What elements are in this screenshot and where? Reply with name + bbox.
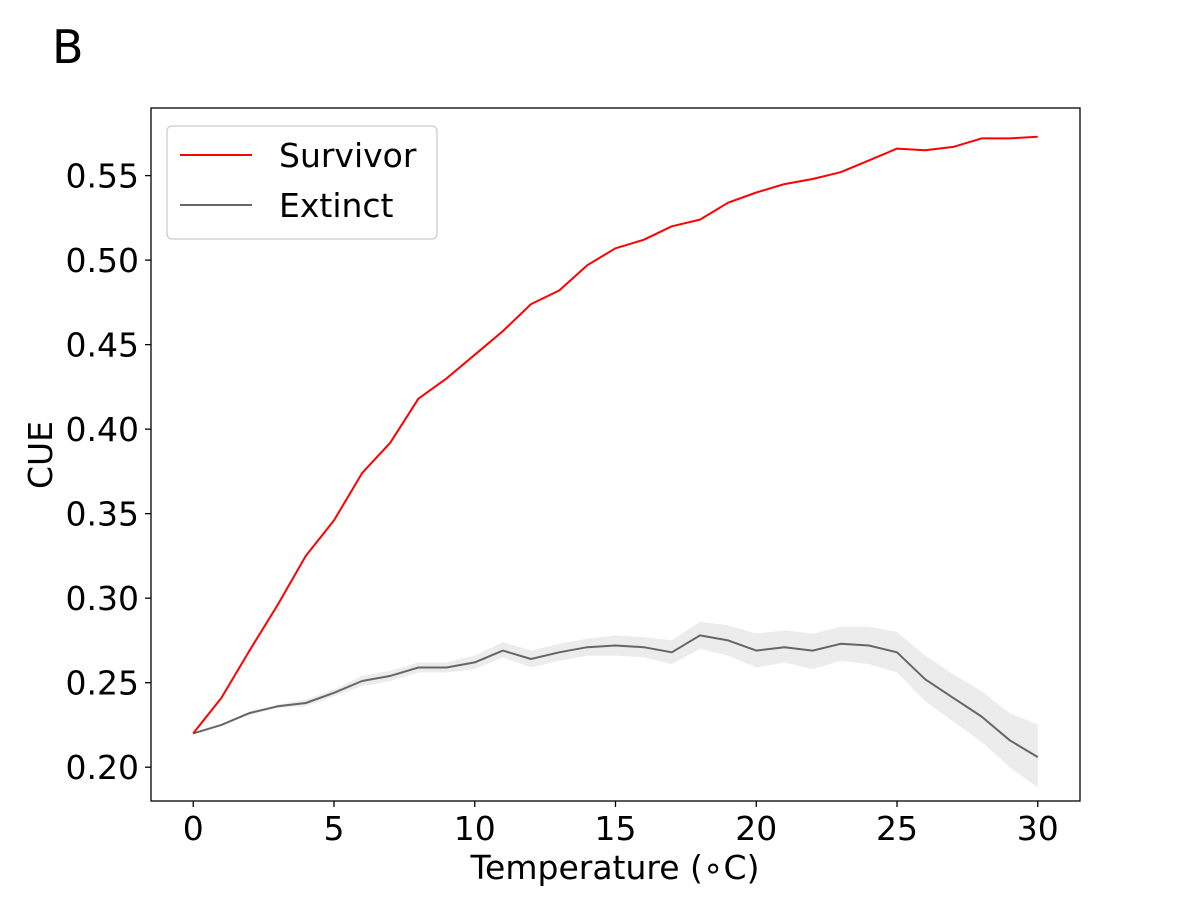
y-tick-label: 0.50 (66, 241, 139, 280)
y-tick-label: 0.25 (66, 664, 139, 703)
y-tick-label: 0.20 (66, 748, 139, 787)
confidence-band-extinct (193, 621, 1038, 788)
confidence-band-layer (193, 621, 1038, 788)
x-tick-label: 20 (735, 809, 777, 848)
legend: Survivor Extinct (166, 125, 438, 240)
series-line-survivor (192, 135, 1038, 735)
panel-label: B (52, 20, 84, 74)
legend-label-extinct: Extinct (279, 186, 394, 225)
x-tick-label: 30 (1017, 809, 1059, 848)
y-tick-label: 0.45 (66, 326, 139, 365)
x-tick-label: 25 (876, 809, 918, 848)
x-axis-title: Temperature (∘C) (470, 848, 760, 887)
y-axis-title: CUE (21, 421, 60, 489)
x-tick-label: 15 (595, 809, 637, 848)
y-tick-label: 0.30 (66, 579, 139, 618)
x-tick-label: 10 (454, 809, 496, 848)
y-tick-label: 0.40 (66, 410, 139, 449)
x-tick-label: 0 (183, 809, 204, 848)
y-axis: 0.20 0.25 0.30 0.35 0.40 0.45 0.50 0.55 (66, 157, 151, 787)
legend-label-survivor: Survivor (279, 136, 417, 175)
x-tick-label: 5 (323, 809, 344, 848)
series-line-extinct (192, 634, 1039, 758)
y-tick-label: 0.35 (66, 495, 139, 534)
y-tick-label: 0.55 (66, 157, 139, 196)
series-line-layer (192, 135, 1039, 758)
x-axis: 0 5 10 15 20 25 30 (183, 801, 1059, 848)
